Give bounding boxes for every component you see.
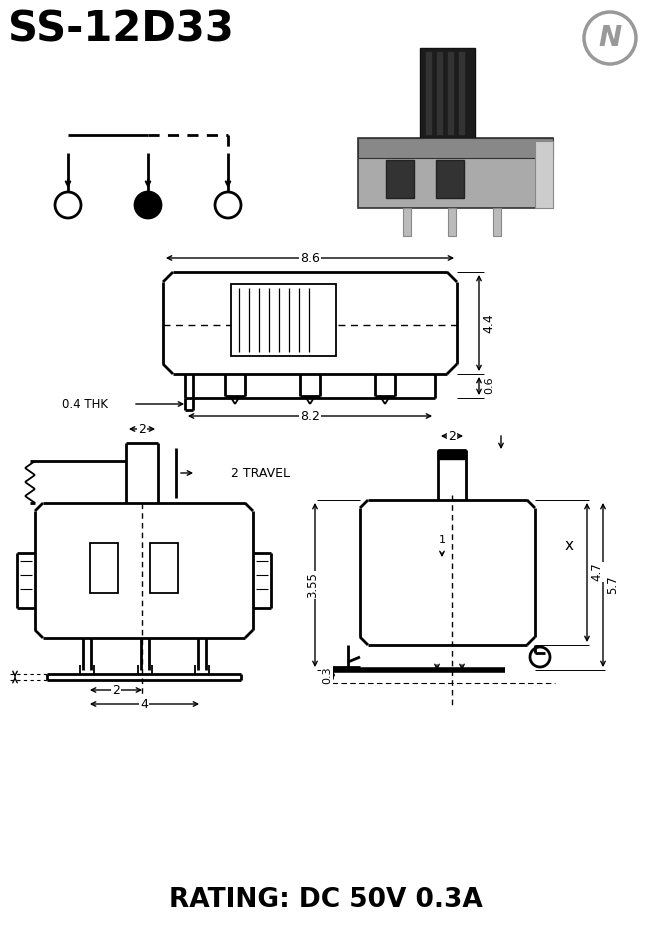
Bar (438, 450, 466, 459)
Text: 2: 2 (448, 430, 456, 443)
Text: 0.3: 0.3 (322, 666, 332, 684)
Text: 4.7: 4.7 (591, 563, 604, 582)
Text: 0.4 THK: 0.4 THK (62, 398, 108, 411)
Text: 1: 1 (439, 535, 445, 545)
Text: 4.4: 4.4 (482, 313, 496, 333)
Bar (90, 543, 118, 593)
Text: SS-12D33: SS-12D33 (8, 8, 234, 50)
Bar (358, 138, 553, 208)
Bar (403, 208, 411, 236)
Bar (535, 141, 553, 208)
Text: 0.6: 0.6 (484, 376, 494, 394)
Bar (493, 208, 501, 236)
Circle shape (135, 192, 161, 218)
Bar (436, 51, 443, 135)
Bar (231, 284, 336, 356)
Bar (386, 160, 414, 198)
Text: 4: 4 (140, 698, 148, 710)
Text: 2: 2 (112, 684, 120, 697)
Text: 3.55: 3.55 (306, 572, 319, 598)
Bar (448, 208, 456, 236)
Text: 2: 2 (138, 422, 146, 435)
Bar (358, 138, 553, 158)
Bar (447, 51, 454, 135)
Text: 8.2: 8.2 (300, 410, 320, 422)
Text: 2 TRAVEL: 2 TRAVEL (231, 466, 290, 479)
Text: N: N (599, 24, 621, 52)
Bar (436, 160, 464, 198)
Text: x: x (565, 537, 574, 552)
Bar (150, 543, 178, 593)
Bar (425, 51, 432, 135)
Text: 5.7: 5.7 (606, 576, 619, 595)
Text: 8.6: 8.6 (300, 251, 320, 265)
Text: RATING: DC 50V 0.3A: RATING: DC 50V 0.3A (169, 887, 483, 913)
Bar (420, 48, 475, 138)
Bar (458, 51, 465, 135)
